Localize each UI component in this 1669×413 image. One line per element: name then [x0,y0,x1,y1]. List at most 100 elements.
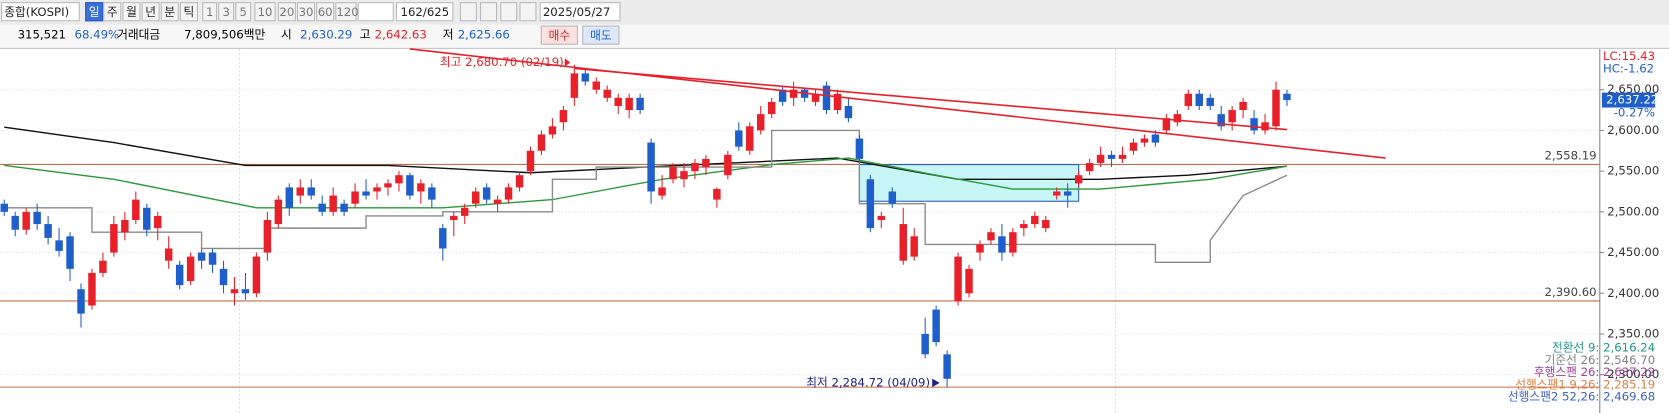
candle-body [417,183,425,192]
candle-body [1272,89,1280,127]
candle-body [943,354,951,379]
volume-ratio: 68.49% [74,27,120,42]
candle-body [921,333,929,355]
y-tick-label: 2,300.00 [1607,367,1659,381]
candle-body [603,89,611,98]
candle-body [965,268,973,294]
hc-label: HC:-1.62 [1603,62,1654,76]
candle-body [186,256,195,282]
period-button[interactable]: 틱 [179,2,198,22]
candle-body [493,199,502,204]
interval-button[interactable]: 10 [254,2,276,22]
interval-button[interactable]: 20 [277,2,296,22]
candle-body [22,211,30,230]
candle-body [460,207,469,216]
candle-body [570,73,579,98]
candle-body [362,191,370,196]
candle-body [1118,154,1127,159]
price-tag-label: 2,637.22 [1606,93,1658,107]
candle-body [998,236,1006,253]
candle-body [625,97,633,111]
candle-body [274,199,283,225]
period-button[interactable]: 년 [141,2,160,22]
candle-body [899,224,907,261]
candle-body [0,203,8,212]
high-label: 고 [359,27,371,42]
candle-body [581,73,590,82]
interval-input[interactable] [357,2,394,22]
candle-body [767,101,776,115]
date-box[interactable]: 2025/05/27 [539,2,621,22]
candle-body [132,199,140,220]
period-button[interactable]: 주 [103,2,122,22]
interval-button[interactable]: 3 [218,2,235,22]
candle-body [11,215,19,230]
market-select[interactable]: 종합(KOSPI) [1,2,80,22]
candle-body [428,187,436,200]
high-price: 2,642.63 [374,27,427,42]
interval-button[interactable]: 1 [202,2,218,22]
candle-body [1129,142,1138,151]
candle-body [1206,97,1214,106]
interval-button[interactable]: 30 [296,2,316,22]
period-button[interactable]: 분 [160,2,179,22]
period-button[interactable]: 일 [85,2,104,22]
candle-body [1217,114,1225,127]
high-note: 최고 2,680.70 (02/19) [440,55,564,69]
candle-body [548,126,557,135]
candle-body [471,191,480,204]
candle-body [537,134,546,151]
candle-body [351,191,359,204]
candle-body [175,264,184,286]
save-icon[interactable] [500,2,518,22]
quote-bar: 315,521 68.49% 거래대금 7,809,506백만 시 2,630.… [0,24,1669,49]
candle-body [778,89,787,102]
indicator-line [4,126,1288,180]
candle-body [932,309,940,343]
candle-body [154,215,162,229]
candle-body [702,158,710,168]
candle-body [559,110,568,123]
interval-button[interactable]: 120 [335,2,359,22]
candle-body [33,211,41,225]
candle-body [822,85,831,111]
y-tick-label: 2,550.00 [1607,164,1659,178]
candle-body [1063,191,1072,196]
candle-body [208,252,217,265]
sell-button[interactable]: 매도 [582,25,620,45]
legend-entry: 선행스팬2 52,26: 2,469.68 [1508,390,1655,404]
candle-body [285,187,294,208]
candle-body [1009,232,1017,253]
candle-body [241,289,250,294]
interval-button[interactable]: 60 [316,2,335,22]
interval-button[interactable]: 5 [235,2,252,22]
settings-icon[interactable] [519,2,537,22]
candle-body [1107,154,1116,159]
candle-body [636,97,644,111]
candle-body [1096,154,1105,163]
buy-button[interactable]: 매수 [540,25,578,45]
candle-body [515,175,524,188]
low-note: 최저 2,284.72 (04/09) [806,375,930,389]
candle-body [263,219,272,253]
candle-body [669,167,677,180]
open-label: 시 [281,27,292,42]
candle-body [77,289,85,314]
candle-body [746,126,754,151]
tool-icon[interactable] [480,2,498,22]
candle-body [987,232,995,241]
candle-body [1228,110,1236,123]
candle-body [1173,114,1182,123]
candle-body [526,150,535,172]
candle-body [1140,138,1149,143]
candle-body [252,256,261,294]
tool-icon[interactable] [459,2,477,22]
y-tick-label: 2,600.00 [1607,123,1659,137]
candle-body [1074,175,1083,184]
period-button[interactable]: 월 [122,2,141,22]
y-tick-label: 2,350.00 [1607,326,1659,340]
candle-body [55,240,63,251]
candle-body [439,228,447,249]
candle-body [1195,93,1203,106]
